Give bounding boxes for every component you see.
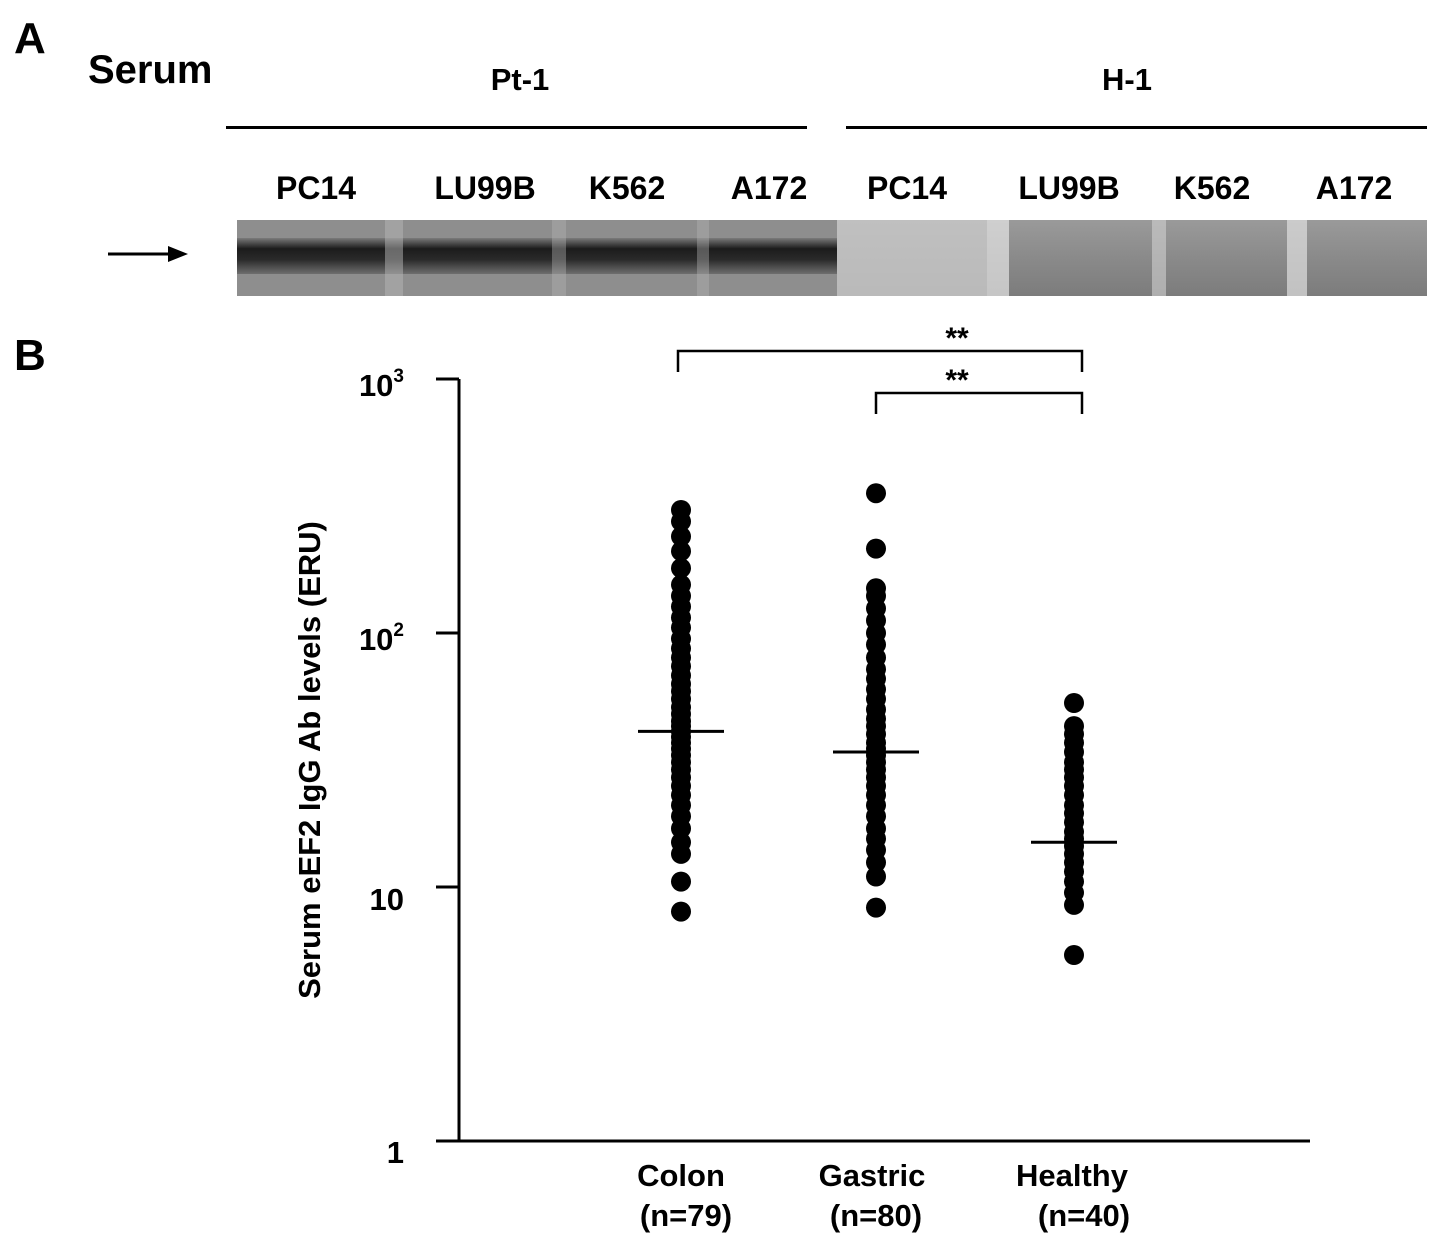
group-underline-pt1 [226, 126, 807, 129]
y-axis-label: Serum eEF2 IgG Ab levels (ERU) [292, 521, 327, 999]
data-points [671, 483, 1084, 965]
significance-label: ** [945, 364, 969, 397]
panel-b-label: B [14, 331, 46, 380]
data-point [671, 526, 691, 547]
lane-label: K562 [1173, 170, 1251, 206]
data-point [866, 897, 886, 918]
western-blot-image [237, 220, 1427, 296]
y-tick-label: 1 [387, 1135, 404, 1170]
data-point [671, 558, 691, 579]
group-label-pt1: Pt-1 [490, 62, 550, 97]
significance-label: ** [945, 322, 969, 355]
x-category-n: (n=40) [1038, 1198, 1130, 1233]
data-point [1064, 945, 1084, 965]
data-point [671, 832, 691, 853]
lane-label: PC14 [866, 170, 948, 206]
data-point [1064, 693, 1084, 713]
data-point [866, 578, 886, 599]
x-category-label: Healthy [1016, 1158, 1129, 1193]
lane-label: A172 [730, 170, 808, 206]
data-point [866, 483, 886, 504]
lane-label: LU99B [434, 170, 536, 206]
data-point [671, 871, 691, 892]
data-point [671, 541, 691, 562]
data-point [866, 538, 886, 559]
lane-label: K562 [588, 170, 666, 206]
lane-label: A172 [1315, 170, 1393, 206]
lane-label: LU99B [1018, 170, 1120, 206]
serum-label: Serum [88, 48, 213, 92]
x-category-label: Colon [637, 1158, 725, 1193]
band-arrow-icon [108, 246, 188, 262]
data-point [1064, 716, 1084, 737]
group-underline-h1 [846, 126, 1427, 129]
data-point [671, 500, 691, 520]
group-label-h1: H-1 [1102, 62, 1152, 97]
y-tick-label: 10 [370, 882, 404, 917]
data-point [866, 866, 886, 887]
y-tick-label: 103 [359, 366, 404, 403]
median-lines [638, 729, 1117, 844]
x-category-n: (n=79) [640, 1198, 732, 1233]
x-category-label: Gastric [819, 1158, 926, 1193]
y-tick-label: 102 [359, 620, 404, 657]
x-category-n: (n=80) [830, 1198, 922, 1233]
significance-bracket [874, 391, 1084, 414]
data-point [671, 574, 691, 595]
lane-label: PC14 [275, 170, 357, 206]
significance-bracket [676, 349, 1084, 372]
panel-a-label: A [14, 14, 46, 63]
data-point [671, 901, 691, 922]
